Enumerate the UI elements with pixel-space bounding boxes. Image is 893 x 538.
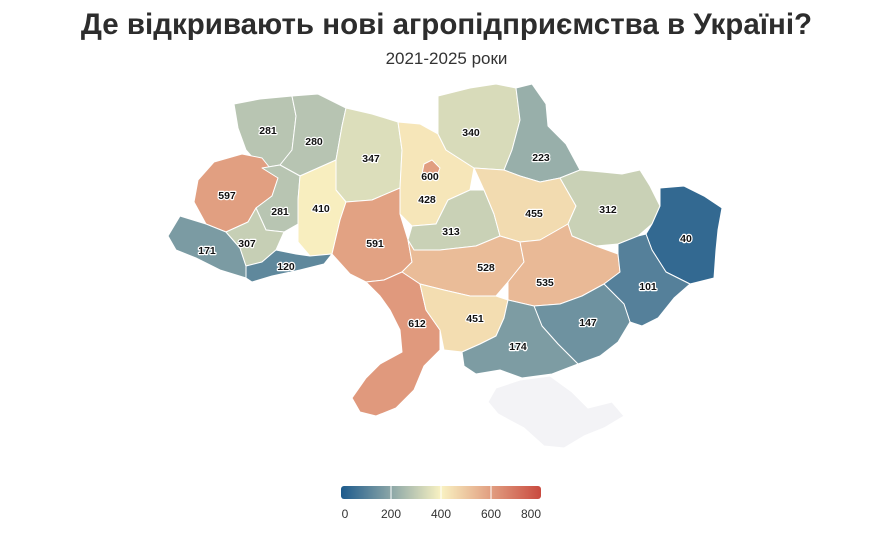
region-value-label-kherson: 174 [509, 341, 527, 353]
region-value-label-kyiv-oblast: 428 [418, 194, 436, 206]
color-legend: 0 200 400 600 800 [341, 486, 541, 521]
legend-tick-label: 400 [431, 507, 451, 521]
regions-layer [167, 83, 723, 449]
region-value-label-kyiv-city: 600 [421, 171, 439, 183]
region-luhansk [645, 185, 723, 285]
region-value-label-zaporizhzhia: 147 [579, 317, 597, 329]
labels-layer: 281 280 347 428 600 340 223 597 281 410 591 313 455 3… [197, 124, 693, 354]
region-value-label-zakarpattia: 171 [198, 245, 216, 257]
region-kherson [461, 299, 579, 379]
region-value-label-donetsk: 101 [639, 281, 657, 293]
region-value-label-rivne: 280 [305, 136, 323, 148]
region-value-label-poltava: 455 [525, 208, 543, 220]
region-value-label-lviv: 597 [218, 190, 236, 202]
legend-tick-label: 200 [381, 507, 401, 521]
region-value-label-chernivtsi: 120 [277, 261, 295, 273]
region-value-label-volyn: 281 [259, 125, 277, 137]
region-value-label-dnipropetrovsk: 535 [536, 277, 554, 289]
region-value-label-khmelnytskyi: 410 [312, 203, 330, 215]
region-value-label-ternopil: 281 [271, 206, 289, 218]
legend-tick-label: 800 [521, 507, 541, 521]
region-value-label-chernihiv: 340 [462, 127, 480, 139]
region-ivano-frankivsk [225, 207, 285, 267]
region-value-label-odesa: 612 [408, 318, 426, 330]
region-donetsk [603, 233, 691, 327]
region-kyiv-city [421, 159, 441, 181]
region-value-label-ivano-frankivsk: 307 [238, 238, 256, 250]
region-value-label-vinnytsia: 591 [366, 238, 384, 250]
region-value-label-luhansk: 40 [680, 233, 692, 245]
region-crimea [487, 375, 625, 449]
region-value-label-zhytomyr: 347 [362, 153, 380, 165]
legend-tick-label: 600 [481, 507, 501, 521]
region-value-label-kirovohrad: 528 [477, 262, 495, 274]
page-title: Де відкривають нові агропідприємства в У… [80, 8, 813, 41]
region-chernivtsi [245, 249, 333, 283]
legend-tick-label: 0 [342, 507, 349, 521]
page-subtitle: 2021-2025 роки [385, 49, 508, 68]
region-value-label-sumy: 223 [532, 152, 550, 164]
region-value-label-cherkasy: 313 [442, 226, 460, 238]
region-value-label-mykolaiv: 451 [466, 313, 484, 325]
region-value-label-kharkiv: 312 [599, 204, 617, 216]
